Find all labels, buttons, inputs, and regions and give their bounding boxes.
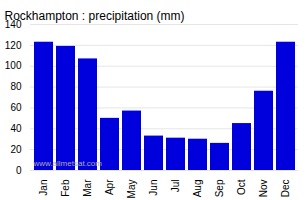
svg-text:20: 20	[10, 144, 22, 155]
svg-text:Jan: Jan	[38, 180, 49, 196]
svg-text:Sep: Sep	[214, 179, 225, 197]
svg-text:May: May	[126, 180, 137, 199]
svg-text:140: 140	[4, 18, 22, 30]
svg-text:Mar: Mar	[82, 179, 93, 197]
svg-text:www.allmetsat.com: www.allmetsat.com	[33, 159, 103, 168]
svg-text:Oct: Oct	[236, 179, 247, 195]
svg-text:Aug: Aug	[192, 180, 203, 198]
svg-text:120: 120	[5, 40, 22, 51]
svg-text:0: 0	[16, 165, 22, 176]
svg-text:Jul: Jul	[170, 180, 181, 193]
svg-text:100: 100	[5, 60, 22, 71]
svg-text:80: 80	[10, 81, 22, 92]
svg-text:Apr: Apr	[104, 179, 115, 195]
svg-text:Feb: Feb	[60, 179, 71, 197]
svg-text:Dec: Dec	[280, 180, 291, 198]
svg-text:Jun: Jun	[148, 180, 159, 196]
svg-text:60: 60	[10, 102, 22, 113]
svg-text:Rockhampton : precipitation (m: Rockhampton : precipitation (mm)	[5, 9, 185, 23]
svg-text:40: 40	[10, 123, 22, 134]
svg-text:Nov: Nov	[258, 180, 269, 198]
